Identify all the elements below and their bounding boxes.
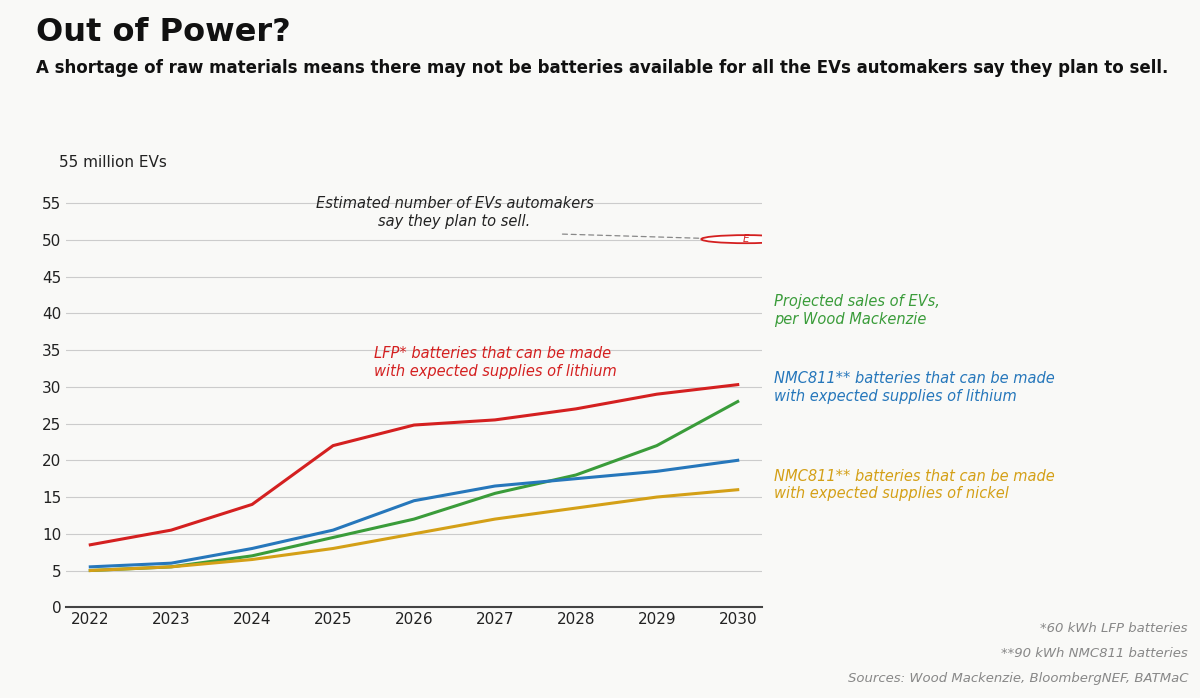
- Text: NMC811** batteries that can be made
with expected supplies of lithium: NMC811** batteries that can be made with…: [774, 371, 1055, 403]
- Text: 55 million EVs: 55 million EVs: [59, 155, 167, 170]
- Text: NMC811** batteries that can be made
with expected supplies of nickel: NMC811** batteries that can be made with…: [774, 469, 1055, 501]
- Text: Projected sales of EVs,
per Wood Mackenzie: Projected sales of EVs, per Wood Mackenz…: [774, 295, 940, 327]
- Circle shape: [701, 235, 791, 243]
- Text: Sources: Wood Mackenzie, BloombergNEF, BATMaC: Sources: Wood Mackenzie, BloombergNEF, B…: [847, 672, 1188, 685]
- Text: *60 kWh LFP batteries: *60 kWh LFP batteries: [1040, 622, 1188, 635]
- Text: E: E: [743, 234, 749, 244]
- Text: LFP* batteries that can be made
with expected supplies of lithium: LFP* batteries that can be made with exp…: [373, 346, 617, 379]
- Text: A shortage of raw materials means there may not be batteries available for all t: A shortage of raw materials means there …: [36, 59, 1169, 77]
- Text: **90 kWh NMC811 batteries: **90 kWh NMC811 batteries: [1001, 646, 1188, 660]
- Text: Estimated number of EVs automakers
say they plan to sell.: Estimated number of EVs automakers say t…: [316, 196, 594, 229]
- Text: Out of Power?: Out of Power?: [36, 17, 290, 48]
